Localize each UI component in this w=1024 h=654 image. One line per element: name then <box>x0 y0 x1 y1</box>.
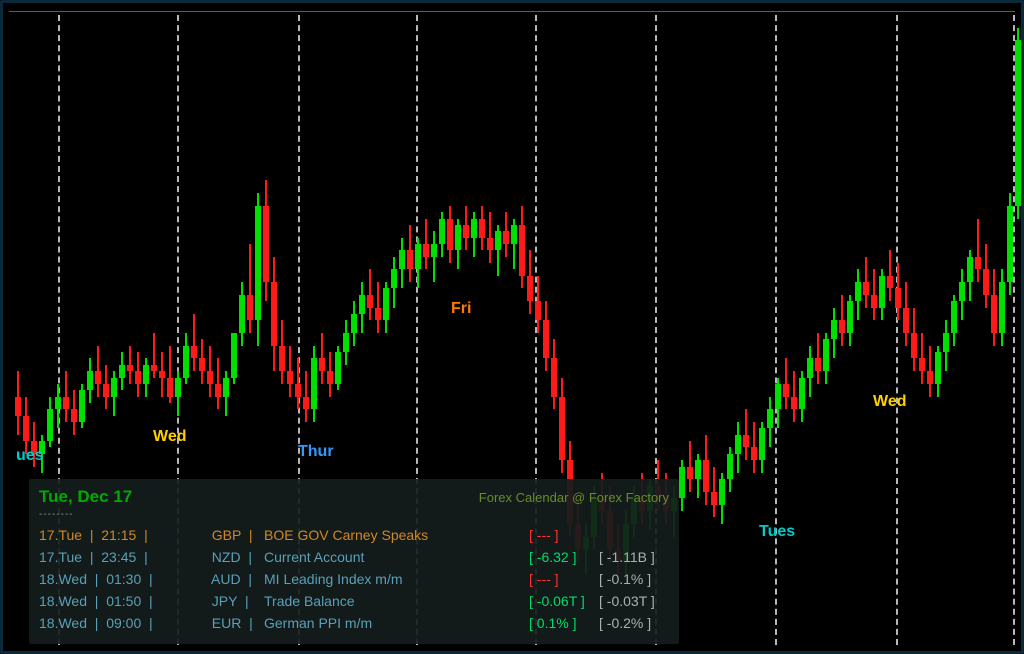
calendar-forecast: [ -0.03T ] <box>599 590 669 612</box>
day-label: Wed <box>873 393 906 411</box>
calendar-actual: [ --- ] <box>529 568 599 590</box>
calendar-event: BOE GOV Carney Speaks <box>264 524 529 546</box>
calendar-row: 18.Wed | 09:00 | EUR | German PPI m/m[ 0… <box>39 612 669 634</box>
grid-line <box>896 15 898 645</box>
calendar-actual: [ 0.1% ] <box>529 612 599 634</box>
calendar-datetime: 18.Wed | 01:30 | <box>39 568 204 590</box>
grid-line <box>775 15 777 645</box>
calendar-currency: NZD | <box>204 546 264 568</box>
calendar-row: 17.Tue | 21:15 | GBP | BOE GOV Carney Sp… <box>39 524 669 546</box>
calendar-event: German PPI m/m <box>264 612 529 634</box>
calendar-rows: 17.Tue | 21:15 | GBP | BOE GOV Carney Sp… <box>39 524 669 634</box>
forex-chart[interactable]: ues Wed Thur Fri Tues Wed Tue, Dec 17 Forex C… <box>0 0 1024 654</box>
day-label: Thur <box>298 443 334 461</box>
calendar-actual: [ -0.06T ] <box>529 590 599 612</box>
calendar-currency: GBP | <box>204 524 264 546</box>
calendar-source: Forex Calendar @ Forex Factory <box>479 490 669 505</box>
calendar-datetime: 17.Tue | 21:15 | <box>39 524 204 546</box>
calendar-row: 18.Wed | 01:30 | AUD | MI Leading Index … <box>39 568 669 590</box>
calendar-currency: JPY | <box>204 590 264 612</box>
calendar-actual: [ -6.32 ] <box>529 546 599 568</box>
calendar-datetime: 18.Wed | 09:00 | <box>39 612 204 634</box>
day-label: Fri <box>451 300 471 318</box>
calendar-currency: EUR | <box>204 612 264 634</box>
calendar-forecast: [ -0.1% ] <box>599 568 669 590</box>
forex-calendar-panel: Tue, Dec 17 Forex Calendar @ Forex Facto… <box>29 479 679 644</box>
calendar-forecast: [ -1.11B ] <box>599 546 669 568</box>
calendar-row: 18.Wed | 01:50 | JPY | Trade Balance[ -0… <box>39 590 669 612</box>
calendar-datetime: 17.Tue | 23:45 | <box>39 546 204 568</box>
chart-top-border <box>9 11 1015 12</box>
calendar-divider: -------- <box>39 509 669 520</box>
day-label: Tues <box>759 523 795 541</box>
calendar-actual: [ --- ] <box>529 524 599 546</box>
day-label: Wed <box>153 428 186 446</box>
calendar-row: 17.Tue | 23:45 | NZD | Current Account[ … <box>39 546 669 568</box>
calendar-event: Current Account <box>264 546 529 568</box>
calendar-datetime: 18.Wed | 01:50 | <box>39 590 204 612</box>
calendar-event: MI Leading Index m/m <box>264 568 529 590</box>
calendar-forecast: [ -0.2% ] <box>599 612 669 634</box>
day-label: ues <box>16 447 44 465</box>
calendar-event: Trade Balance <box>264 590 529 612</box>
calendar-currency: AUD | <box>204 568 264 590</box>
calendar-title: Tue, Dec 17 <box>39 487 132 507</box>
